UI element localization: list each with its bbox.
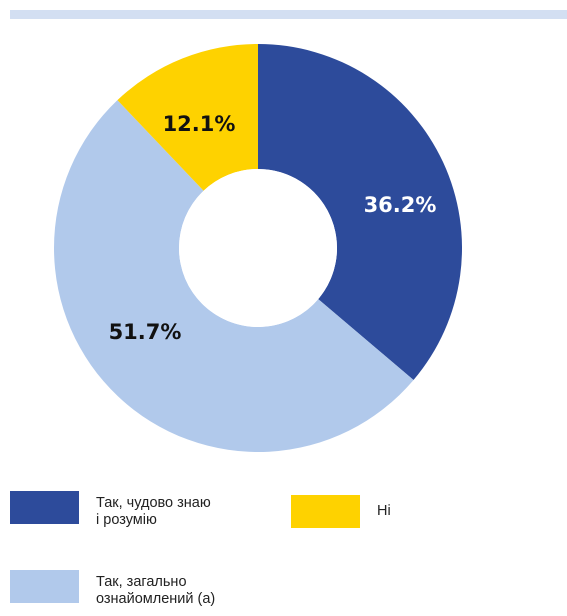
slice-label-yes-generally: 51.7%: [109, 320, 182, 344]
legend-swatch-yes-know-well: [10, 491, 79, 524]
legend-swatch-yes-generally: [10, 570, 79, 603]
slice-label-yes-know-well: 36.2%: [364, 193, 437, 217]
slice-yes-generally: [54, 100, 414, 452]
legend-label-yes-know-well: Так, чудово знаю і розумію: [96, 495, 211, 528]
top-accent-bar: [10, 10, 567, 19]
slice-label-no: 12.1%: [163, 112, 236, 136]
slice-no: [117, 44, 259, 191]
legend-swatch-no: [291, 495, 360, 528]
donut-chart: 36.2% 51.7% 12.1%: [54, 44, 463, 452]
donut-hole: [179, 169, 337, 327]
legend-label-yes-generally: Так, загально ознайомлений (а): [96, 574, 216, 607]
slice-yes-know-well: [258, 44, 463, 380]
legend-label-no: Ні: [377, 503, 391, 519]
